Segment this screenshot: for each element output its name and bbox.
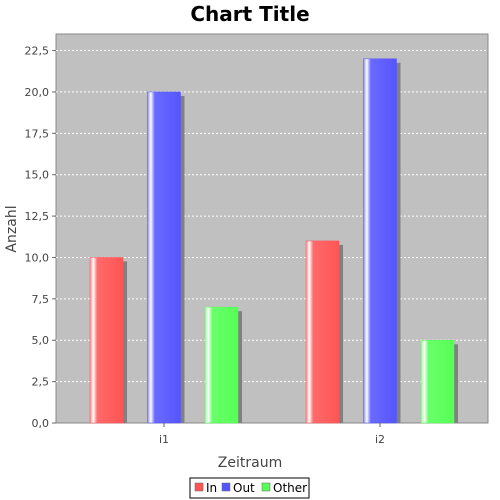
legend-label-other: Other <box>273 481 307 495</box>
y-tick-label: 10,0 <box>25 251 50 264</box>
y-axis-label: Anzahl <box>4 205 20 252</box>
x-axis: i1 i2 <box>159 423 385 446</box>
plot-area <box>55 33 489 424</box>
y-tick-label: 0,0 <box>32 417 50 430</box>
y-tick-label: 17,5 <box>25 127 50 140</box>
gridlines <box>56 50 488 383</box>
bar-out-i2 <box>363 58 397 424</box>
y-tick-label: 12,5 <box>25 210 50 223</box>
x-tick-label: i2 <box>375 433 385 446</box>
y-tick-label: 7,5 <box>32 293 50 306</box>
legend-swatch-other <box>261 482 271 492</box>
bar-other-i2 <box>420 339 455 424</box>
bar-out-i1 <box>147 91 181 424</box>
legend-swatch-out <box>221 482 231 492</box>
legend-swatch-in <box>194 482 204 492</box>
bar-in-i1 <box>89 257 124 424</box>
y-tick-label: 5,0 <box>32 334 50 347</box>
y-tick-label: 15,0 <box>25 169 50 182</box>
x-tick-label: i1 <box>159 433 169 446</box>
legend-label-out: Out <box>233 481 255 495</box>
x-axis-label: Zeitraum <box>218 455 282 471</box>
bar-in-i2 <box>305 240 340 424</box>
legend: In Out Other <box>189 477 310 499</box>
legend-label-in: In <box>206 481 217 495</box>
y-axis: 0,0 2,5 5,0 7,5 10,0 12,5 15,0 17,5 20,0 22,5 <box>25 45 56 430</box>
bars <box>89 58 458 424</box>
y-tick-label: 2,5 <box>32 376 50 389</box>
legend-box <box>189 477 310 499</box>
y-tick-label: 20,0 <box>25 86 50 99</box>
chart-title: Chart Title <box>190 2 309 26</box>
bar-other-i1 <box>204 306 239 424</box>
y-tick-label: 22,5 <box>25 45 50 58</box>
